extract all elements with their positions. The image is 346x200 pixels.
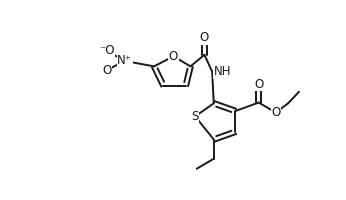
Text: O: O	[200, 31, 209, 44]
Text: ⁻O: ⁻O	[99, 44, 115, 57]
Text: O: O	[271, 106, 280, 119]
Text: O: O	[102, 64, 111, 77]
Text: O: O	[254, 78, 263, 91]
Text: S: S	[191, 110, 199, 123]
Text: O: O	[169, 50, 178, 63]
Text: N⁺: N⁺	[117, 54, 132, 67]
Text: NH: NH	[214, 65, 231, 78]
